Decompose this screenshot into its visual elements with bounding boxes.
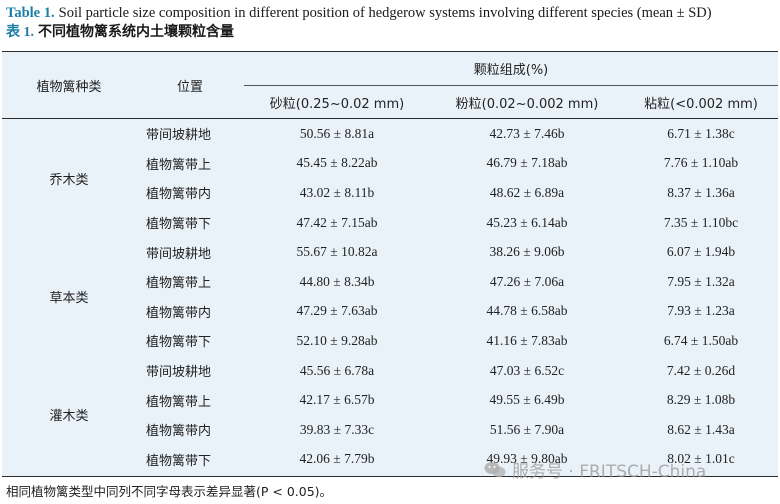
caption-zh-text: 不同植物篱系统内土壤颗粒含量 xyxy=(38,24,234,40)
silt-cell: 49.93 ± 9.80ab xyxy=(486,451,568,467)
table-row: 植物篱带下 42.06 ± 7.79b 49.93 ± 9.80ab 8.02 ± 1… xyxy=(2,445,778,475)
table-row: 灌木类 带间坡耕地 45.56 ± 6.78a 47.03 ± 6.52c 7.42 ±… xyxy=(2,356,778,425)
header-plant-type: 植物篱种类 xyxy=(2,52,136,119)
header-clay: 粘粒(<0.002 mm) xyxy=(624,85,779,119)
silt-cell: 47.03 ± 6.52c xyxy=(489,362,565,378)
clay-cell: 6.74 ± 1.50ab xyxy=(663,332,739,348)
caption-zh-tag: 表 1. xyxy=(6,25,34,40)
silt-cell: 47.26 ± 7.06a xyxy=(489,273,565,289)
silt-cell: 45.23 ± 6.14ab xyxy=(486,214,568,230)
sand-cell: 39.83 ± 7.33c xyxy=(299,421,375,437)
clay-cell: 6.71 ± 1.38c xyxy=(667,125,735,141)
sand-cell: 47.42 ± 7.15ab xyxy=(296,214,378,230)
clay-cell: 8.29 ± 1.08b xyxy=(666,392,736,408)
particle-size-table: 植物篱种类 位置 颗粒组成(%) 砂粒(0.25~0.02 mm) 粉粒(0.0… xyxy=(2,52,779,475)
table-body: 乔木类 带间坡耕地 50.56 ± 8.81a 42.73 ± 7.46b 6.71 ±… xyxy=(2,119,778,475)
table-row: 植物篱带上 42.17 ± 6.57b 49.55 ± 6.49b 8.29 ± 1.… xyxy=(2,385,778,415)
table-row: 植物篱带上 45.45 ± 8.22ab 46.79 ± 7.18ab 7.76 ± … xyxy=(2,149,778,179)
caption-english: Table 1. Soil particle size composition i… xyxy=(6,4,776,23)
silt-cell: 51.56 ± 7.90a xyxy=(489,421,565,437)
clay-cell: 6.07 ± 1.94b xyxy=(666,244,736,260)
header-position: 位置 xyxy=(136,52,244,119)
table-row: 植物篱带上 44.80 ± 8.34b 47.26 ± 7.06a 7.95 ± 1.… xyxy=(2,267,778,297)
sand-cell: 42.06 ± 7.79b xyxy=(299,451,375,467)
silt-cell: 44.78 ± 6.58ab xyxy=(486,303,568,319)
table-row: 乔木类 带间坡耕地 50.56 ± 8.81a 42.73 ± 7.46b 6.71 ±… xyxy=(2,119,778,188)
silt-cell: 41.16 ± 7.83ab xyxy=(486,332,568,348)
table-footnote: 相同植物篱类型中同列不同字母表示差异显著(P < 0.05)。 xyxy=(6,484,333,499)
sand-cell: 42.17 ± 6.57b xyxy=(299,392,375,408)
position-cell: 带间坡耕地 xyxy=(146,246,212,262)
clay-cell: 7.76 ± 1.10ab xyxy=(663,155,739,171)
watermark-text: 服务号 · FRITSCH-China xyxy=(512,462,707,482)
sand-cell: 52.10 ± 9.28ab xyxy=(296,332,378,348)
plant-type-cell: 灌木类 xyxy=(49,409,89,425)
position-cell: 植物篱带内 xyxy=(146,424,212,440)
silt-cell: 48.62 ± 6.89a xyxy=(489,184,565,200)
position-cell: 植物篱带内 xyxy=(146,305,212,321)
position-cell: 植物篱带上 xyxy=(146,394,212,410)
silt-cell: 42.73 ± 7.46b xyxy=(489,125,565,141)
plant-type-cell: 草本类 xyxy=(49,291,89,307)
wechat-icon xyxy=(484,461,506,479)
position-cell: 植物篱带内 xyxy=(146,187,212,203)
sand-cell: 55.67 ± 10.82a xyxy=(296,244,378,260)
position-cell: 植物篱带下 xyxy=(146,453,212,469)
sand-cell: 45.56 ± 6.78a xyxy=(299,362,375,378)
caption-en-tag: Table 1. xyxy=(6,5,55,21)
clay-cell: 7.42 ± 0.26d xyxy=(666,362,736,378)
header-silt: 粉粒(0.02~0.002 mm) xyxy=(430,85,624,119)
header-sand: 砂粒(0.25~0.02 mm) xyxy=(244,85,430,119)
clay-cell: 8.37 ± 1.36a xyxy=(667,184,735,200)
position-cell: 植物篱带上 xyxy=(146,157,212,173)
sand-cell: 50.56 ± 8.81a xyxy=(299,125,375,141)
position-cell: 带间坡耕地 xyxy=(146,365,212,381)
position-cell: 带间坡耕地 xyxy=(146,128,212,144)
silt-cell: 38.26 ± 9.06b xyxy=(489,244,565,260)
silt-cell: 49.55 ± 6.49b xyxy=(489,392,565,408)
watermark: 服务号 · FRITSCH-China xyxy=(484,457,706,482)
sand-cell: 45.45 ± 8.22ab xyxy=(296,155,378,171)
clay-cell: 7.95 ± 1.32a xyxy=(667,273,735,289)
data-table-container: 植物篱种类 位置 颗粒组成(%) 砂粒(0.25~0.02 mm) 粉粒(0.0… xyxy=(2,51,779,477)
sand-cell: 44.80 ± 8.34b xyxy=(299,273,375,289)
clay-cell: 7.35 ± 1.10bc xyxy=(663,214,739,230)
table-row: 草本类 带间坡耕地 55.67 ± 10.82a 38.26 ± 9.06b 6.07 … xyxy=(2,237,778,306)
header-particle-group: 颗粒组成(%) xyxy=(244,52,779,86)
table-row: 植物篱带内 43.02 ± 8.11b 48.62 ± 6.89a 8.37 ± 1.… xyxy=(2,178,778,208)
table-caption: Table 1. Soil particle size composition i… xyxy=(6,4,776,42)
clay-cell: 7.93 ± 1.23a xyxy=(667,303,735,319)
position-cell: 植物篱带上 xyxy=(146,276,212,292)
silt-cell: 46.79 ± 7.18ab xyxy=(486,155,568,171)
table-row: 植物篱带内 39.83 ± 7.33c 51.56 ± 7.90a 8.62 ± 1.… xyxy=(2,415,778,445)
position-cell: 植物篱带下 xyxy=(146,217,212,233)
sand-cell: 47.29 ± 7.63ab xyxy=(296,303,378,319)
clay-cell: 8.02 ± 1.01c xyxy=(667,451,735,467)
table-row: 植物篱带下 47.42 ± 7.15ab 45.23 ± 6.14ab 7.35 ± … xyxy=(2,208,778,238)
caption-en-text: Soil particle size composition in differ… xyxy=(58,5,712,21)
position-cell: 植物篱带下 xyxy=(146,335,212,351)
table-row: 植物篱带下 52.10 ± 9.28ab 41.16 ± 7.83ab 6.74 ± … xyxy=(2,326,778,356)
clay-cell: 8.62 ± 1.43a xyxy=(667,421,735,437)
table-row: 植物篱带内 47.29 ± 7.63ab 44.78 ± 6.58ab 7.93 ± … xyxy=(2,297,778,327)
sand-cell: 43.02 ± 8.11b xyxy=(299,184,375,200)
table-header: 植物篱种类 位置 颗粒组成(%) 砂粒(0.25~0.02 mm) 粉粒(0.0… xyxy=(2,52,779,119)
caption-chinese: 表 1. 不同植物篱系统内土壤颗粒含量 xyxy=(6,23,776,42)
plant-type-cell: 乔木类 xyxy=(49,172,89,188)
